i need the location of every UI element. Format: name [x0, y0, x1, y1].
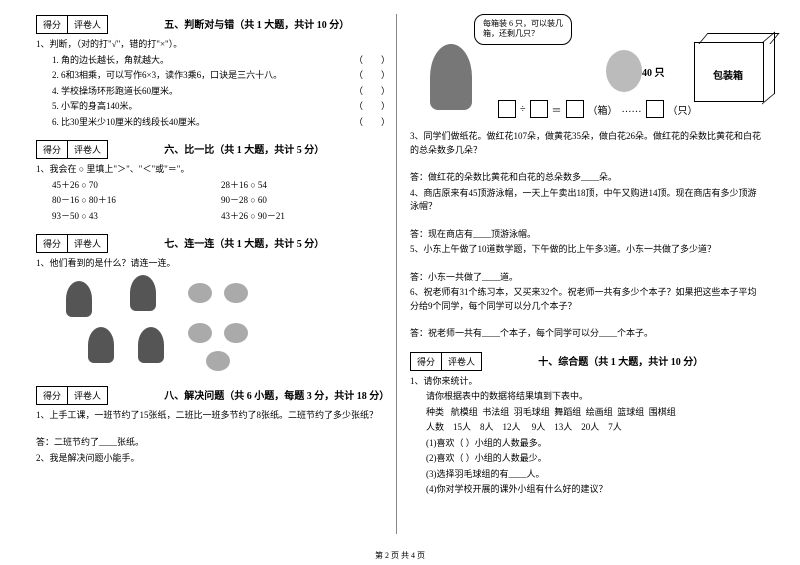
- a5: 答：小东一共做了____道。: [410, 271, 764, 285]
- q10-1a: 请你根据表中的数据将结果填到下表中。: [410, 390, 764, 404]
- sub4: (4)你对学校开展的课外小组有什么好的建议？: [410, 483, 764, 497]
- box-icon: 包装箱: [694, 42, 764, 102]
- section-7-title: 七、连一连（共 1 大题，共计 5 分）: [164, 235, 324, 250]
- q5-item: 4. 学校操场环形跑道长60厘米。（ ）: [36, 85, 390, 99]
- score-box: 得分 评卷人: [36, 140, 108, 159]
- table-row: 人数 15人 8人 12人 9人 13人 20人 7人: [410, 421, 764, 435]
- score-label: 得分: [37, 141, 68, 158]
- a6: 答：祝老师一共有____个本子，每个同学可以分____个本子。: [410, 327, 764, 341]
- score-box: 得分 评卷人: [36, 386, 108, 405]
- q5-item: 6. 比30里米少10厘米的线段长40厘米。（ ）: [36, 116, 390, 130]
- left-column: 得分 评卷人 五、判断对与错（共 1 大题，共计 10 分） 1、判断，（对的打…: [36, 14, 390, 537]
- q10-1: 1、请你来统计。: [410, 375, 764, 389]
- q5-1: 1、判断，（对的打"√"，错的打"×"）。: [36, 38, 390, 52]
- sub1: (1)喜欢（ ）小组的人数最多。: [410, 437, 764, 451]
- matching-image: [56, 275, 256, 375]
- section-8-title: 八、解决问题（共 6 小题，每题 3 分，共计 18 分）: [164, 387, 389, 402]
- q6-1: 1、我会在 ○ 里填上"＞"、"＜"或"＝"。: [36, 163, 390, 177]
- problem-diagram: 每箱装 6 只，可以装几 箱，还剩几只？ 40 只 包装箱 ÷ ＝ （箱） ………: [410, 14, 764, 124]
- table-head: 种类 航模组 书法组 羽毛球组 舞蹈组 绘画组 篮球组 围棋组: [410, 406, 764, 420]
- compare-row: 93－50 ○ 4343＋26 ○ 90－21: [52, 210, 390, 224]
- section-10: 得分 评卷人 十、综合题（共 1 大题，共计 10 分） 1、请你来统计。 请你…: [410, 351, 764, 497]
- section-6-title: 六、比一比（共 1 大题，共计 5 分）: [164, 141, 324, 156]
- score-box: 得分 评卷人: [410, 352, 482, 371]
- grader-label: 评卷人: [68, 16, 107, 33]
- q5: 5、小东上午做了10道数学题，下午做的比上午多3道。小东一共做了多少道？: [410, 243, 764, 257]
- grader-label: 评卷人: [68, 141, 107, 158]
- compare-row: 80－16 ○ 80＋1690－28 ○ 60: [52, 194, 390, 208]
- a8-1: 答：二班节约了____张纸。: [36, 436, 390, 450]
- score-box: 得分 评卷人: [36, 15, 108, 34]
- girl-icon: [430, 44, 472, 110]
- right-column: 每箱装 6 只，可以装几 箱，还剩几只？ 40 只 包装箱 ÷ ＝ （箱） ………: [410, 14, 764, 537]
- a4: 答：现在商店有____顶游泳帽。: [410, 228, 764, 242]
- score-box: 得分 评卷人: [36, 234, 108, 253]
- sub3: (3)选择羽毛球组的有____人。: [410, 468, 764, 482]
- blank-box[interactable]: [566, 100, 584, 118]
- a3: 答：做红花的朵数比黄花和白花的总朵数多____朵。: [410, 171, 764, 185]
- section-10-title: 十、综合题（共 1 大题，共计 10 分）: [538, 353, 703, 368]
- count-label: 40 只: [642, 64, 665, 79]
- q7-1: 1、他们看到的是什么？请连一连。: [36, 257, 390, 271]
- sub2: (2)喜欢（ ）小组的人数最少。: [410, 452, 764, 466]
- bunny-icon: [606, 50, 642, 92]
- q8-1: 1、上手工课，一班节约了15张纸，二班比一班多节约了8张纸。二班节约了多少张纸？: [36, 409, 390, 423]
- grader-label: 评卷人: [68, 387, 107, 404]
- score-label: 得分: [411, 353, 442, 370]
- score-label: 得分: [37, 235, 68, 252]
- section-7: 得分 评卷人 七、连一连（共 1 大题，共计 5 分） 1、他们看到的是什么？请…: [36, 233, 390, 375]
- q6: 6、祝老师有31个练习本，又买来32个。祝老师一共有多少个本子？如果把这些本子平…: [410, 286, 764, 313]
- q8-2: 2、我是解决问题小能手。: [36, 452, 390, 466]
- column-divider: [396, 14, 397, 534]
- section-5: 得分 评卷人 五、判断对与错（共 1 大题，共计 10 分） 1、判断，（对的打…: [36, 14, 390, 129]
- grader-label: 评卷人: [442, 353, 481, 370]
- score-label: 得分: [37, 387, 68, 404]
- q5-item: 5. 小军的身高140米。（ ）: [36, 100, 390, 114]
- section-5-title: 五、判断对与错（共 1 大题，共计 10 分）: [164, 16, 349, 31]
- box-label: 包装箱: [713, 67, 743, 82]
- blank-box[interactable]: [646, 100, 664, 118]
- grader-label: 评卷人: [68, 235, 107, 252]
- equation-row: ÷ ＝ （箱） …… （只）: [498, 100, 698, 118]
- q5-item: 2. 6和3相乘，可以写作6×3，读作3乘6，口诀是三六十八。（ ）: [36, 69, 390, 83]
- speech-bubble: 每箱装 6 只，可以装几 箱，还剩几只？: [474, 14, 572, 45]
- section-8: 得分 评卷人 八、解决问题（共 6 小题，每题 3 分，共计 18 分） 1、上…: [36, 385, 390, 466]
- q4: 4、商店原来有45顶游泳帽，一天上午卖出18顶，中午又购进14顶。现在商店有多少…: [410, 187, 764, 214]
- page-footer: 第 2 页 共 4 页: [0, 550, 800, 561]
- section-6: 得分 评卷人 六、比一比（共 1 大题，共计 5 分） 1、我会在 ○ 里填上"…: [36, 139, 390, 223]
- blank-box[interactable]: [530, 100, 548, 118]
- compare-row: 45＋26 ○ 7028＋16 ○ 54: [52, 179, 390, 193]
- score-label: 得分: [37, 16, 68, 33]
- blank-box[interactable]: [498, 100, 516, 118]
- q5-item: 1. 角的边长越长，角就越大。（ ）: [36, 54, 390, 68]
- q3: 3、同学们做纸花。做红花107朵，做黄花35朵，做白花26朵。做红花的朵数比黄花…: [410, 130, 764, 157]
